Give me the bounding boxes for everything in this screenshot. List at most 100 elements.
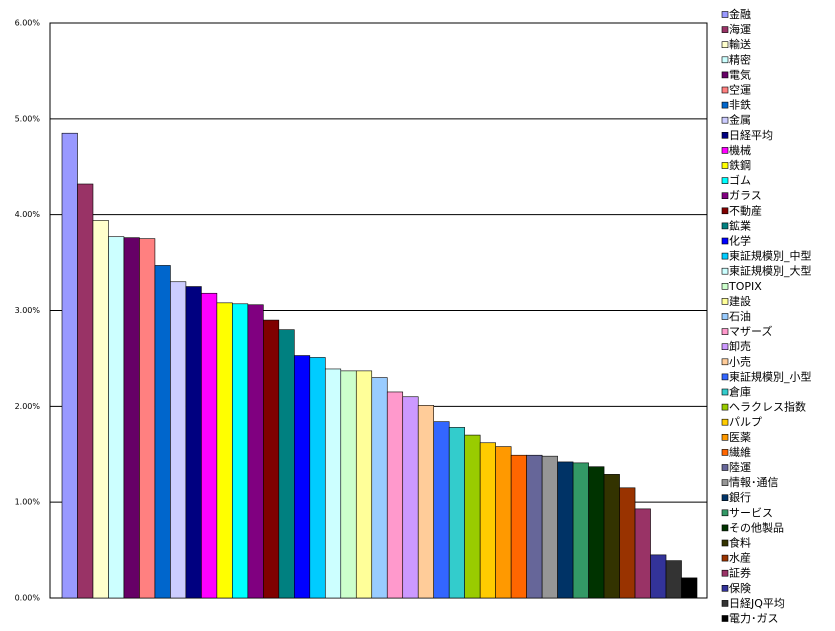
bar: [464, 434, 481, 599]
bar: [324, 368, 342, 599]
y-tick-label: 0.00%: [15, 594, 41, 603]
legend-swatch: [721, 554, 729, 562]
bar: [340, 370, 357, 599]
legend-swatch: [721, 479, 729, 486]
legend-label: 水産: [729, 552, 751, 565]
legend-label: 情報･通信: [729, 476, 779, 489]
bar: [108, 236, 125, 599]
bar: [541, 455, 558, 599]
legend-label: その他製品: [729, 520, 784, 534]
legend-swatch: [721, 26, 729, 33]
bar: [417, 405, 435, 599]
bar: [603, 474, 620, 599]
legend-label: 空運: [729, 83, 751, 97]
legend-label: パルプ: [729, 416, 762, 429]
legend-swatch: [721, 298, 729, 305]
bar: [263, 319, 280, 599]
bar: [294, 355, 311, 599]
legend-label: 繊維: [729, 446, 751, 459]
legend-label: ゴム: [729, 173, 751, 187]
legend-swatch: [721, 192, 729, 199]
legend-swatch: [721, 116, 729, 124]
bar: [309, 357, 326, 599]
legend-swatch: [721, 11, 729, 18]
legend-label: 海運: [729, 22, 751, 36]
legend-swatch: [721, 343, 729, 351]
bar: [402, 396, 419, 599]
bar: [139, 238, 156, 599]
legend-swatch: [721, 86, 729, 94]
bar: [371, 377, 388, 599]
legend-label: 石油: [729, 309, 751, 323]
legend-swatch: [721, 418, 729, 426]
legend-label: 東証規模別_中型: [729, 249, 812, 263]
legend-label: 医薬: [729, 431, 751, 444]
legend-swatch: [721, 539, 729, 547]
legend-swatch: [721, 282, 729, 290]
legend-swatch: [721, 433, 729, 441]
bar: [123, 237, 140, 599]
bar: [557, 461, 574, 599]
legend-swatch: [721, 162, 729, 169]
legend-swatch: [721, 524, 729, 532]
bar: [495, 446, 512, 599]
bar: [665, 560, 682, 599]
legend-label: TOPIX: [728, 280, 762, 293]
legend-label: 鉱業: [729, 218, 751, 232]
legend-label: ヘラクレス指数: [729, 400, 806, 414]
legend-label: 金属: [729, 113, 751, 127]
legend-label: ガラス: [729, 189, 762, 202]
legend-label: 卸売: [729, 339, 751, 353]
legend-label: 日経JQ平均: [729, 597, 785, 610]
bar: [681, 577, 698, 599]
legend-swatch: [721, 237, 729, 245]
legend-swatch: [721, 132, 729, 139]
legend-swatch: [721, 313, 729, 320]
bar: [572, 462, 589, 599]
legend-label: 食料: [729, 536, 751, 550]
legend-swatch: [721, 449, 729, 456]
bar: [448, 427, 465, 599]
legend-label: 東証規模別_大型: [729, 264, 812, 278]
bar: [479, 442, 496, 599]
legend-swatch: [721, 600, 729, 607]
legend-label: 不動産: [729, 203, 762, 217]
legend-label: 機械: [729, 143, 751, 157]
legend-label: 保険: [729, 581, 751, 595]
legend-swatch: [721, 358, 729, 366]
y-tick-label: 2.00%: [15, 402, 41, 411]
legend-swatch: [721, 252, 729, 260]
legend-swatch: [721, 101, 729, 109]
y-tick-label: 1.00%: [15, 498, 41, 507]
legend-swatch: [721, 177, 729, 184]
legend-swatch: [721, 71, 729, 79]
legend-label: 輸送: [729, 37, 751, 51]
bar: [278, 329, 295, 599]
y-tick-label: 6.00%: [15, 19, 41, 28]
y-tick-label: 3.00%: [15, 306, 41, 315]
legend-swatch: [721, 222, 729, 230]
bar: [634, 508, 651, 599]
bar: [92, 220, 109, 599]
legend-label: 日経平均: [729, 129, 773, 142]
legend-swatch: [721, 267, 729, 275]
legend-swatch: [721, 207, 729, 215]
bar: [433, 421, 450, 599]
legend-swatch: [721, 615, 729, 622]
bar: [61, 132, 78, 599]
bar: [216, 302, 233, 599]
bar: [232, 303, 249, 599]
bar: [619, 487, 636, 599]
bar: [185, 286, 202, 599]
legend-label: 小売: [729, 355, 751, 368]
legend-swatch: [721, 41, 729, 49]
legend-label: 鉄鋼: [729, 158, 751, 172]
bar: [588, 466, 605, 599]
legend-label: 倉庫: [729, 385, 751, 399]
bar: [154, 265, 171, 599]
legend-label: 化学: [729, 234, 751, 248]
legend-label: 電力･ガス: [729, 612, 779, 625]
bar: [170, 281, 187, 599]
legend-swatch: [721, 584, 729, 592]
